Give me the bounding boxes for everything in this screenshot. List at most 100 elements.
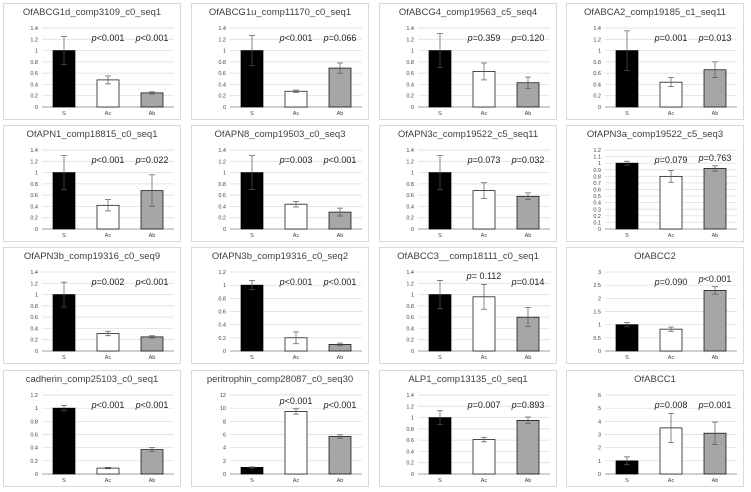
y-tick-label: 0.6 (30, 315, 38, 321)
bar-s (615, 324, 639, 352)
p-value-text: <0.001 (96, 400, 125, 410)
y-tick-label: 1 (223, 283, 226, 289)
p-value-label: p=0.001 (655, 33, 688, 43)
y-tick-label: 1.2 (406, 281, 414, 287)
p-value-label: p<0.001 (136, 33, 169, 43)
chart-title: OfABCC1 (634, 374, 676, 385)
p-symbol: p (135, 277, 141, 287)
bar-ab (140, 449, 164, 475)
x-tick-label: S (625, 478, 629, 484)
y-tick-label: 0.6 (406, 71, 414, 77)
chart-panel: peritrophin_comp28087_c0_seq30 0 2 4 6 8 10 12 S… (191, 370, 369, 487)
p-symbol: p (135, 400, 141, 410)
bar-chart: 0 0.2 0.4 0.6 0.8 1 1.2 1.4 S Ac Ab (30, 270, 174, 361)
y-tick-label: 0.8 (218, 182, 226, 188)
y-tick-label: 0.6 (30, 433, 38, 439)
x-tick-label: Ab (337, 478, 344, 484)
chart-panel: OfAPN3c_comp19522_c5_seq11 0 0.2 0.4 0.6 0.8 1… (379, 125, 557, 242)
chart-title: OfABCG1u_comp11170_c0_seq1 (208, 7, 352, 18)
y-tick-label: 1 (35, 49, 38, 55)
y-tick-label: 0.4 (406, 449, 414, 455)
x-tick-label: Ac (668, 355, 675, 361)
y-tick-label: 0 (223, 105, 226, 111)
x-tick-label: Ab (149, 355, 156, 361)
x-tick-label: Ac (481, 111, 488, 117)
p-value-text: =0.013 (703, 33, 732, 43)
x-tick-label: S (250, 478, 254, 484)
y-tick-label: 0.2 (406, 216, 414, 222)
bar-chart: 0 0.2 0.4 0.6 0.8 1 1.2 1.4 S Ac Ab (406, 393, 550, 484)
p-value-text: =0.003 (284, 155, 313, 165)
y-tick-label: 0 (35, 105, 38, 111)
p-value-text: <0.001 (140, 400, 169, 410)
chart-title: OfABCC2 (634, 251, 676, 262)
y-tick-label: 6 (598, 393, 601, 399)
p-symbol: p (698, 400, 704, 410)
y-tick-label: 1.2 (218, 159, 226, 165)
y-tick-label: 0.6 (30, 71, 38, 77)
p-value-label: p=0.008 (655, 400, 688, 410)
y-tick-label: 1.2 (30, 37, 38, 43)
chart-panel: cadherin_comp25103_c0_seq1 0 0.2 0.4 0.6 0.8 1… (3, 370, 181, 487)
y-tick-label: 2 (598, 296, 601, 302)
p-symbol: p (279, 155, 285, 165)
p-symbol: p (135, 155, 141, 165)
chart-title: OfAPN3c_comp19522_c5_seq11 (397, 129, 539, 140)
y-tick-label: 0.8 (30, 60, 38, 66)
p-value-text: <0.001 (328, 155, 357, 165)
x-tick-label: Ab (712, 478, 719, 484)
y-tick-label: 0.8 (593, 174, 601, 180)
p-symbol: p (698, 273, 704, 284)
x-tick-label: Ab (712, 111, 719, 117)
p-value-label: p=0.073 (468, 155, 501, 165)
p-value-text: =0.001 (703, 400, 732, 410)
y-tick-label: 0.8 (593, 60, 601, 66)
p-symbol: p (511, 400, 517, 410)
chart-title: OfAPN3b_comp19316_c0_seq9 (23, 251, 161, 262)
y-tick-label: 1 (598, 459, 601, 465)
p-value-label: p=0.003 (280, 155, 313, 165)
bar-chart: 0 0.2 0.4 0.6 0.8 1 1.2 S Ac Ab (30, 393, 174, 484)
y-tick-label: 1 (35, 406, 38, 412)
y-tick-label: 0.9 (593, 168, 601, 174)
p-value-text: =0.079 (659, 155, 688, 165)
y-tick-label: 0.6 (218, 193, 226, 199)
p-value-label: p=0.066 (324, 33, 357, 43)
x-tick-label: Ac (105, 233, 112, 239)
chart-panel: OfABCA2_comp19185_c1_seq11 0 0.2 0.4 0.6 0.8 1… (566, 3, 744, 120)
y-tick-label: 1 (223, 171, 226, 177)
chart-title: peritrophin_comp28087_c0_seq30 (206, 374, 354, 385)
y-tick-label: 0.2 (593, 94, 601, 100)
bar-chart: 0 0.2 0.4 0.6 0.8 1 1.2 1.4 S Ac Ab (406, 26, 550, 117)
y-tick-label: 12 (220, 393, 226, 399)
x-tick-label: Ac (668, 233, 675, 239)
bar-chart: 0 0.2 0.4 0.6 0.8 1 1.2 1.4 S Ac Ab (218, 26, 362, 117)
p-value-text: =0.763 (703, 152, 732, 163)
y-tick-label: 0.2 (30, 338, 38, 344)
bar-s (52, 407, 76, 475)
p-value-text: =0.073 (472, 155, 501, 165)
y-tick-label: 0.3 (593, 207, 601, 213)
chart-title: OfABCC3__comp18111_c0_seq1 (397, 251, 539, 262)
y-tick-label: 8 (223, 419, 226, 425)
bar-s (615, 162, 639, 230)
y-tick-label: 0 (223, 227, 226, 233)
p-symbol: p (698, 152, 704, 163)
y-tick-label: 0.7 (593, 181, 601, 187)
y-tick-label: 0.2 (218, 336, 226, 342)
chart-panel: ALP1_comp13135_c0_seq1 0 0.2 0.4 0.6 0.8 1 1.2 1… (379, 370, 557, 487)
x-tick-label: Ac (481, 355, 488, 361)
y-tick-label: 0.2 (30, 459, 38, 465)
p-value-label: p=0.032 (512, 155, 545, 165)
y-tick-label: 0 (411, 472, 414, 478)
bar-s (240, 284, 264, 352)
y-tick-label: 0.1 (593, 220, 601, 226)
p-value-label: p<0.001 (280, 396, 313, 406)
x-tick-label: Ab (337, 111, 344, 117)
chart-panel: OfABCC2 0 0.5 1 1.5 2 2.5 3 S Ac Ab p=0.090 p<0.001 (566, 247, 744, 364)
p-symbol: p (654, 400, 660, 410)
y-tick-label: 0.4 (593, 82, 601, 88)
y-tick-label: 0.2 (218, 216, 226, 222)
x-tick-label: Ab (525, 111, 532, 117)
